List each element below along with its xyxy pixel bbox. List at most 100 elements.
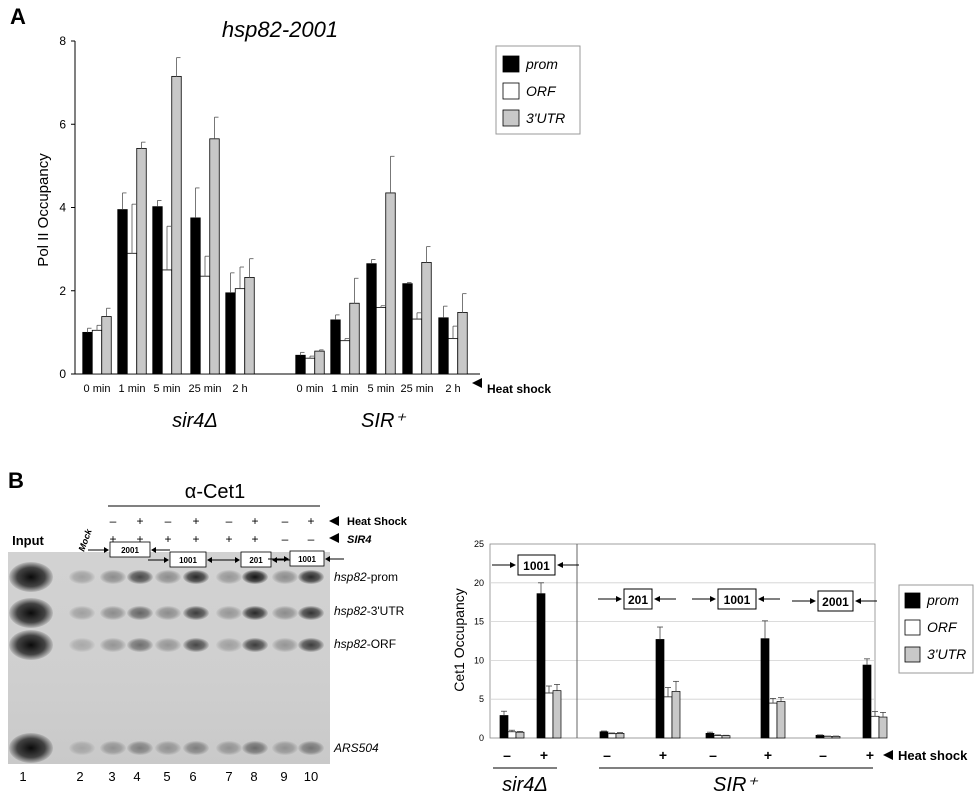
lane-number: 6	[189, 769, 196, 784]
heat-shock-sign: –	[165, 514, 172, 528]
construct-arrowhead	[325, 556, 330, 562]
bar-prom-6	[760, 638, 770, 739]
gel-band	[100, 570, 126, 584]
gel-band	[127, 741, 153, 755]
gel-band	[155, 570, 181, 584]
gel-band	[183, 570, 209, 584]
gel-band	[272, 638, 298, 652]
bar-prom-8	[366, 263, 377, 375]
x-tick-sign: –	[603, 747, 611, 763]
bar-ORF-6	[304, 357, 316, 375]
x-tick-label: 0 min	[84, 383, 111, 395]
construct-arrowhead	[616, 596, 622, 602]
y-tick-label: 25	[474, 539, 484, 549]
heat-shock-sign: +	[251, 514, 258, 528]
y-tick-label: 15	[474, 617, 484, 627]
construct-arrowhead	[284, 556, 289, 562]
y-tick-label: 5	[479, 694, 484, 704]
x-tick-label: 25 min	[400, 383, 433, 395]
gel-band	[100, 741, 126, 755]
construct-arrowhead	[710, 596, 716, 602]
legend-label-3UTR: 3'UTR	[526, 110, 565, 126]
x-tick-sign: +	[764, 747, 772, 763]
gel-band	[242, 606, 268, 620]
bar-3UTR-5	[244, 277, 255, 375]
heat-shock-sign: +	[307, 514, 314, 528]
x-tick-label: 1 min	[332, 383, 359, 395]
mock-label: Mock	[76, 527, 94, 553]
construct-box-label: 201	[249, 556, 263, 565]
y-axis-label: Cet1 Occupancy	[451, 588, 467, 692]
construct-box-label: 1001	[298, 555, 316, 564]
bar-3UTR-10	[457, 311, 468, 375]
y-tick-label: 20	[474, 578, 484, 588]
bar-prom-2	[536, 593, 546, 739]
sir4-row-arrow	[329, 533, 339, 543]
construct-box	[623, 588, 653, 610]
construct-box	[517, 554, 556, 576]
x-tick-label: 0 min	[297, 383, 324, 395]
sir4-sign: –	[282, 532, 289, 546]
lane-number: 3	[108, 769, 115, 784]
gel-band	[69, 741, 95, 755]
gel-band	[127, 606, 153, 620]
construct-arrowhead	[810, 598, 816, 604]
bar-prom-3	[152, 206, 163, 375]
bar-prom-6	[295, 354, 306, 375]
construct-arrowhead	[510, 562, 516, 568]
construct-arrowhead	[557, 562, 563, 568]
bar-3UTR-8	[385, 192, 396, 375]
y-tick-label: 6	[59, 117, 66, 131]
bar-3UTR-7	[349, 302, 360, 375]
construct-box	[169, 551, 207, 568]
legend-swatch-ORF	[502, 82, 520, 100]
bar-ORF-7	[339, 340, 351, 375]
gel-band	[298, 741, 324, 755]
construct-arrowhead	[164, 557, 169, 563]
construct-box-label: 1001	[523, 559, 550, 573]
bar-ORF-6	[768, 702, 778, 739]
bar-prom-7	[815, 734, 825, 739]
input-label: Input	[12, 533, 44, 548]
x-tick-sign: +	[659, 747, 667, 763]
construct-arrowhead	[151, 547, 156, 553]
heat-shock-sign: –	[110, 514, 117, 528]
gel-band	[69, 606, 95, 620]
gel-band	[183, 638, 209, 652]
bar-prom-8	[862, 664, 872, 739]
sir4-row-label: SIR4	[347, 534, 371, 546]
heat-shock-label: Heat shock	[487, 382, 551, 396]
band-label: hsp82-ORF	[334, 637, 396, 651]
construct-arrowhead	[104, 547, 109, 553]
gel-band	[183, 741, 209, 755]
construct-box	[109, 541, 151, 558]
heat-shock-sign: +	[192, 514, 199, 528]
lane-number: 10	[304, 769, 318, 784]
band-label: ARS504	[333, 741, 379, 755]
group-label-sir4: sir4Δ	[502, 774, 548, 796]
legend-swatch-prom	[502, 55, 520, 73]
antibody-label: α-Cet1	[185, 481, 245, 503]
construct-box-label: 201	[628, 593, 648, 607]
bar-3UTR-3	[615, 732, 625, 739]
gel-band	[155, 741, 181, 755]
group-label-sir4: sir4Δ	[172, 410, 218, 432]
bar-ORF-10	[447, 338, 459, 375]
lane-number: 2	[76, 769, 83, 784]
bar-prom-4	[655, 639, 665, 739]
lane-number: 1	[19, 769, 26, 784]
legend-label-ORF: ORF	[526, 83, 557, 99]
x-tick-label: 5 min	[368, 383, 395, 395]
bar-ORF-4	[663, 696, 673, 739]
construct-arrowhead	[272, 557, 277, 563]
sir4-sign: +	[225, 532, 232, 546]
gel-band	[216, 570, 242, 584]
gel-band	[216, 741, 242, 755]
bar-3UTR-1	[515, 731, 525, 739]
gel-band	[100, 606, 126, 620]
y-tick-label: 0	[479, 733, 484, 743]
bar-prom-3	[599, 731, 609, 739]
y-axis-label: Pol II Occupancy	[35, 153, 52, 267]
gel-band	[272, 741, 298, 755]
y-tick-label: 8	[59, 34, 66, 48]
